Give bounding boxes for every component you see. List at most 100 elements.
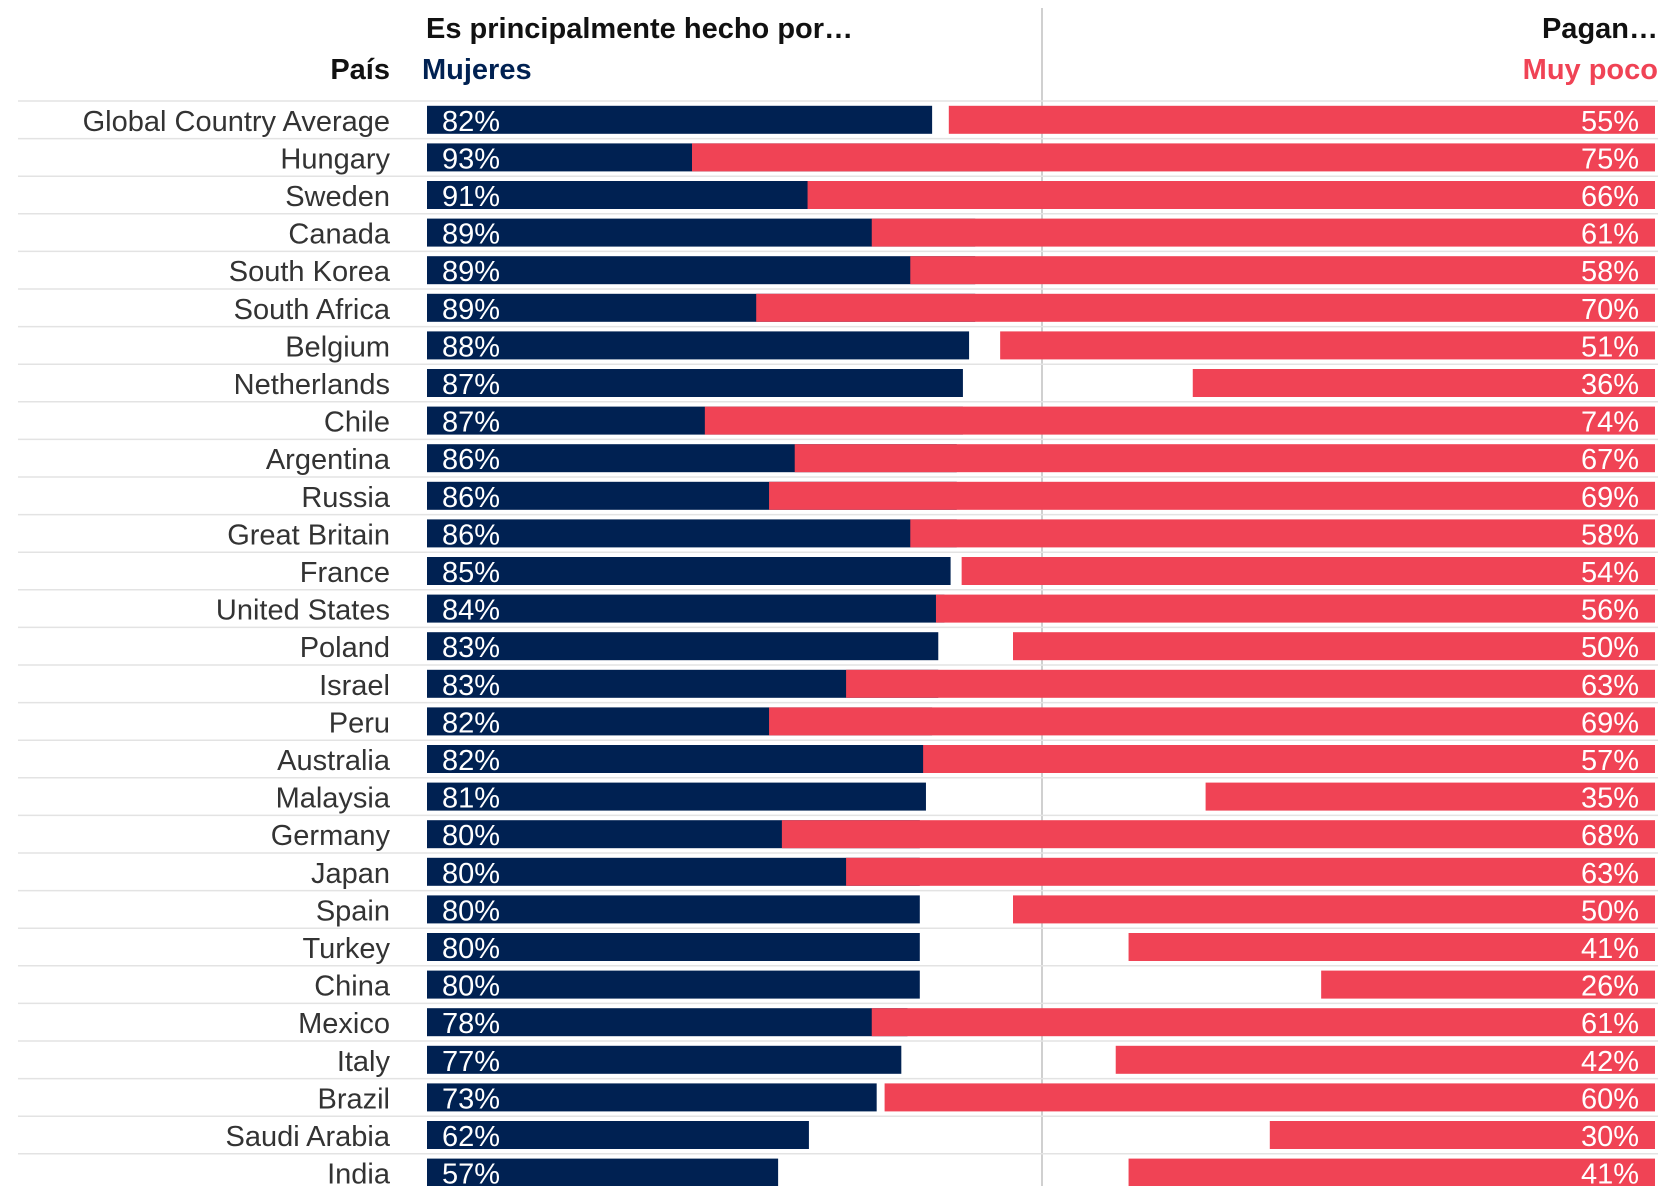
bar-muy-poco-label: 55% xyxy=(1581,106,1639,138)
bar-muy-poco xyxy=(846,669,1655,698)
bar-mujeres-label: 57% xyxy=(442,1159,500,1186)
bar-muy-poco-label: 74% xyxy=(1581,407,1639,439)
bar-mujeres-label: 73% xyxy=(442,1083,500,1115)
bar-mujeres xyxy=(427,933,920,961)
bar-mujeres-label: 91% xyxy=(442,181,500,213)
bar-mujeres xyxy=(427,1045,902,1074)
bar-mujeres-label: 87% xyxy=(442,369,500,401)
bar-mujeres-label: 86% xyxy=(442,482,500,514)
bar-muy-poco-label: 69% xyxy=(1581,707,1639,739)
bar-muy-poco xyxy=(692,143,1655,172)
country-label: India xyxy=(327,1159,391,1186)
country-label: Russia xyxy=(301,482,391,514)
bar-mujeres-label: 82% xyxy=(442,707,500,739)
bar-mujeres-label: 82% xyxy=(442,106,500,138)
country-label: Belgium xyxy=(285,331,390,363)
bar-muy-poco-label: 61% xyxy=(1581,219,1639,251)
bar-mujeres-label: 80% xyxy=(442,895,500,927)
bar-muy-poco-label: 60% xyxy=(1581,1083,1639,1115)
bar-muy-poco xyxy=(884,1083,1655,1112)
bar-muy-poco-label: 35% xyxy=(1581,783,1639,815)
bar-muy-poco-label: 51% xyxy=(1581,331,1639,363)
country-label: Germany xyxy=(271,820,391,852)
bar-mujeres xyxy=(427,970,920,999)
bar-muy-poco xyxy=(948,105,1655,134)
bar-muy-poco-label: 54% xyxy=(1581,557,1639,589)
bar-muy-poco-label: 50% xyxy=(1581,632,1639,664)
bar-muy-poco-label: 57% xyxy=(1581,745,1639,777)
bar-muy-poco xyxy=(910,519,1655,548)
bar-mujeres-label: 88% xyxy=(442,331,500,363)
country-label: South Korea xyxy=(229,256,391,288)
country-label: Great Britain xyxy=(227,519,390,551)
bar-mujeres xyxy=(427,1158,779,1186)
country-label: Saudi Arabia xyxy=(226,1121,391,1153)
bar-muy-poco xyxy=(1000,331,1655,360)
bar-mujeres xyxy=(427,331,970,360)
bar-muy-poco xyxy=(910,256,1655,285)
country-label: Australia xyxy=(277,745,391,777)
bar-mujeres-label: 89% xyxy=(442,256,500,288)
bar-mujeres xyxy=(427,557,951,585)
country-label: Argentina xyxy=(266,444,391,476)
bar-muy-poco-label: 63% xyxy=(1581,670,1639,702)
bar-mujeres-label: 80% xyxy=(442,971,500,1003)
bar-muy-poco-label: 61% xyxy=(1581,1008,1639,1040)
bar-mujeres-label: 81% xyxy=(442,783,500,815)
bar-muy-poco xyxy=(756,293,1655,322)
bar-mujeres xyxy=(427,1083,877,1112)
country-label: United States xyxy=(216,595,390,627)
country-label: Poland xyxy=(300,632,390,664)
bar-mujeres-label: 80% xyxy=(442,933,500,965)
country-label: South Africa xyxy=(234,294,391,326)
bar-muy-poco xyxy=(871,1008,1655,1037)
bar-muy-poco xyxy=(769,481,1655,510)
bar-mujeres-label: 84% xyxy=(442,595,500,627)
bar-mujeres xyxy=(427,519,957,548)
bar-muy-poco xyxy=(1321,970,1655,999)
bar-mujeres-label: 83% xyxy=(442,670,500,702)
bar-mujeres-label: 83% xyxy=(442,632,500,664)
bar-muy-poco xyxy=(961,557,1655,585)
country-label: Turkey xyxy=(302,933,390,965)
bar-mujeres xyxy=(427,1008,908,1037)
bar-muy-poco xyxy=(1013,632,1655,661)
bar-muy-poco-label: 67% xyxy=(1581,444,1639,476)
bar-mujeres xyxy=(427,895,920,924)
bar-mujeres xyxy=(427,256,976,285)
left-title: Es principalmente hecho por… xyxy=(426,13,853,45)
bar-muy-poco-label: 69% xyxy=(1581,482,1639,514)
bar-mujeres xyxy=(427,1121,809,1149)
country-header: País xyxy=(330,54,390,86)
country-label: Hungary xyxy=(280,143,390,175)
bar-muy-poco xyxy=(1192,369,1655,397)
bar-mujeres-label: 80% xyxy=(442,858,500,890)
bar-muy-poco-label: 58% xyxy=(1581,519,1639,551)
bar-muy-poco xyxy=(1128,1158,1655,1186)
country-label: Spain xyxy=(316,895,390,927)
country-label: Israel xyxy=(319,670,390,702)
bar-mujeres-label: 82% xyxy=(442,745,500,777)
bar-mujeres xyxy=(427,632,939,661)
country-label: Italy xyxy=(337,1046,391,1078)
bar-mujeres-label: 93% xyxy=(442,143,500,175)
bar-muy-poco-label: 75% xyxy=(1581,143,1639,175)
bar-muy-poco-label: 58% xyxy=(1581,256,1639,288)
bar-muy-poco xyxy=(1269,1121,1655,1149)
bar-muy-poco-label: 68% xyxy=(1581,820,1639,852)
bar-mujeres-label: 62% xyxy=(442,1121,500,1153)
rows-layer: Global Country Average 82% 55% Hungary 93% 75… xyxy=(18,100,1658,1186)
bar-mujeres-label: 86% xyxy=(442,519,500,551)
bar-muy-poco-label: 36% xyxy=(1581,369,1639,401)
bar-mujeres-label: 77% xyxy=(442,1046,500,1078)
country-label: Mexico xyxy=(298,1008,390,1040)
bar-muy-poco xyxy=(935,594,1655,623)
country-label: Japan xyxy=(311,858,390,890)
country-label: Canada xyxy=(288,219,390,251)
right-subtitle: Muy poco xyxy=(1523,54,1658,86)
country-label: Chile xyxy=(324,407,390,439)
bar-muy-poco xyxy=(923,745,1655,773)
bar-mujeres xyxy=(427,782,926,811)
bar-mujeres-label: 80% xyxy=(442,820,500,852)
